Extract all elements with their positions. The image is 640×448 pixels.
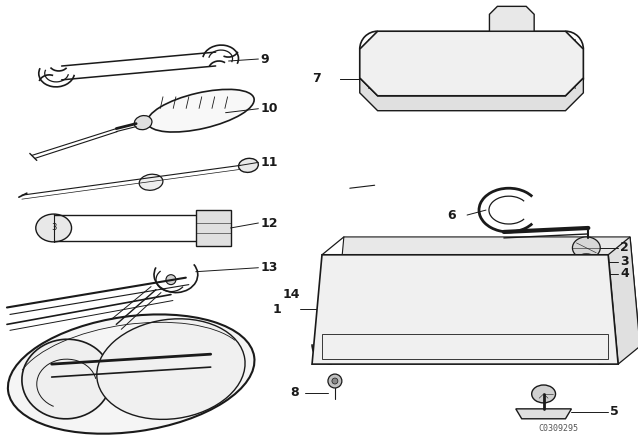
Text: 12: 12 xyxy=(260,216,278,229)
Text: 2: 2 xyxy=(620,241,629,254)
Text: 1: 1 xyxy=(272,303,281,316)
Ellipse shape xyxy=(332,378,338,384)
Ellipse shape xyxy=(532,385,556,403)
Ellipse shape xyxy=(328,374,342,388)
Ellipse shape xyxy=(424,289,474,310)
Ellipse shape xyxy=(461,322,516,342)
Ellipse shape xyxy=(36,214,72,242)
Ellipse shape xyxy=(575,254,598,270)
Text: 9: 9 xyxy=(260,52,269,65)
Text: 14: 14 xyxy=(282,288,300,301)
Ellipse shape xyxy=(8,314,255,434)
Polygon shape xyxy=(360,78,583,111)
Ellipse shape xyxy=(166,275,176,284)
Text: C0309295: C0309295 xyxy=(538,424,579,433)
Text: 4: 4 xyxy=(620,267,629,280)
Text: 3: 3 xyxy=(51,224,56,233)
Polygon shape xyxy=(490,6,534,31)
Text: 3: 3 xyxy=(620,255,628,268)
Ellipse shape xyxy=(537,294,580,314)
Ellipse shape xyxy=(22,339,111,419)
Polygon shape xyxy=(312,255,618,364)
Text: 13: 13 xyxy=(260,261,278,274)
Ellipse shape xyxy=(572,237,600,259)
Text: 11: 11 xyxy=(260,156,278,169)
Ellipse shape xyxy=(205,218,225,238)
Ellipse shape xyxy=(97,319,245,419)
Ellipse shape xyxy=(474,276,543,302)
Polygon shape xyxy=(334,237,640,346)
Ellipse shape xyxy=(239,158,259,172)
Ellipse shape xyxy=(139,174,163,190)
Polygon shape xyxy=(608,237,640,364)
Ellipse shape xyxy=(147,90,254,132)
Polygon shape xyxy=(516,409,572,419)
Text: 10: 10 xyxy=(260,102,278,115)
Ellipse shape xyxy=(134,116,152,130)
Ellipse shape xyxy=(355,325,394,343)
Ellipse shape xyxy=(580,258,592,266)
Ellipse shape xyxy=(395,327,464,351)
Text: 5: 5 xyxy=(610,405,619,418)
Text: 8: 8 xyxy=(290,387,299,400)
Text: 7: 7 xyxy=(312,73,321,86)
Polygon shape xyxy=(360,31,583,96)
Polygon shape xyxy=(196,210,230,246)
Ellipse shape xyxy=(577,267,596,280)
Text: 6: 6 xyxy=(447,209,456,222)
Ellipse shape xyxy=(522,320,565,338)
Ellipse shape xyxy=(360,282,419,307)
